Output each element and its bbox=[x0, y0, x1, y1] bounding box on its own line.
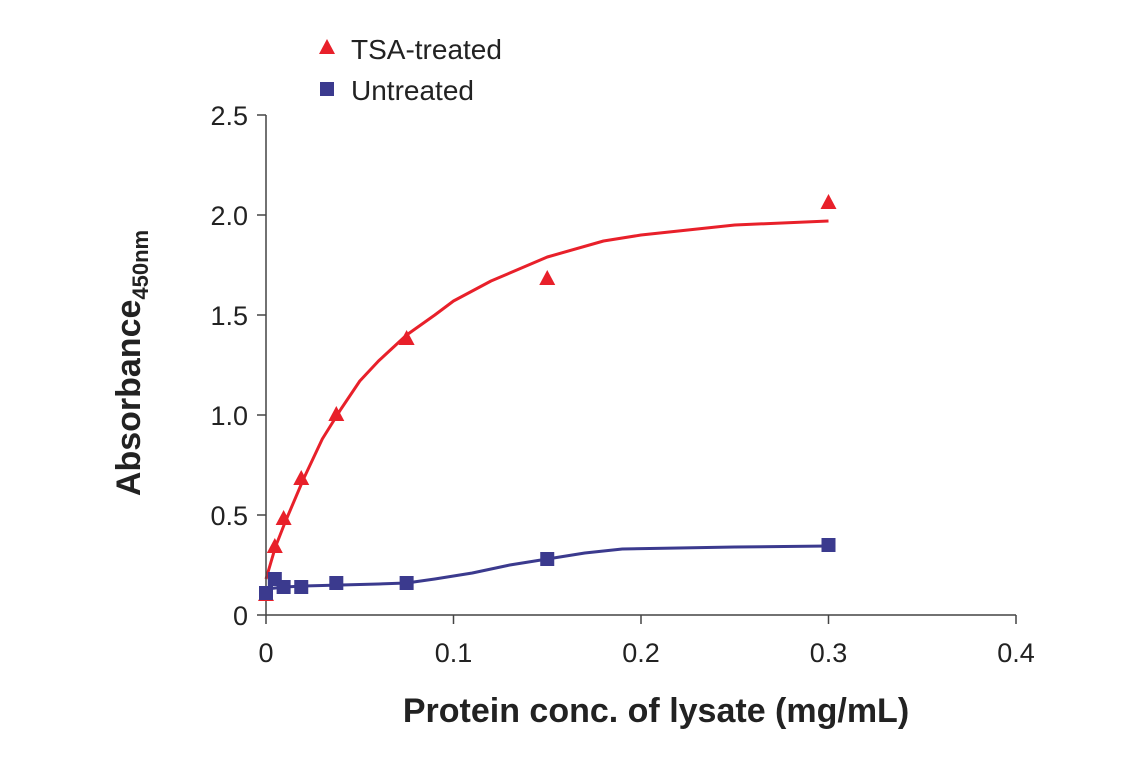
tsa-treated-point bbox=[820, 194, 837, 209]
y-tick-label: 1.0 bbox=[210, 401, 248, 431]
tsa-treated-point bbox=[398, 330, 415, 345]
untreated-point bbox=[821, 538, 836, 552]
x-tick-label: 0.4 bbox=[997, 638, 1035, 668]
untreated-point bbox=[329, 576, 344, 590]
axes bbox=[265, 115, 1016, 616]
legend-marker-triangle bbox=[319, 39, 335, 54]
legend: TSA-treated Untreated bbox=[319, 34, 502, 106]
tsa-treated-point bbox=[539, 270, 556, 285]
y-axis-title-sub: 450nm bbox=[128, 230, 153, 300]
tsa-treated-point bbox=[266, 538, 283, 553]
ticks: 0 0.5 1.0 1.5 2.0 2.5 0 0.1 0.2 0.3 0.4 bbox=[210, 101, 1034, 668]
y-axis-title: Absorbance450nm bbox=[110, 230, 153, 496]
tsa-treated-point bbox=[293, 470, 310, 485]
x-tick-label: 0.2 bbox=[622, 638, 660, 668]
y-tick-label: 2.5 bbox=[210, 101, 248, 131]
y-tick-label: 1.5 bbox=[210, 301, 248, 331]
x-axis-title: Protein conc. of lysate (mg/mL) bbox=[403, 692, 909, 730]
legend-marker-square bbox=[320, 82, 334, 96]
legend-label: TSA-treated bbox=[351, 34, 502, 65]
y-tick-label: 0.5 bbox=[210, 501, 248, 531]
tsa-treated-point bbox=[275, 510, 292, 525]
untreated-point bbox=[259, 586, 273, 600]
x-tick-label: 0.3 bbox=[810, 638, 848, 668]
y-tick-label: 0 bbox=[233, 601, 248, 631]
x-tick-label: 0 bbox=[258, 638, 273, 668]
x-tick-label: 0.1 bbox=[435, 638, 473, 668]
untreated-point bbox=[540, 552, 555, 566]
untreated-point bbox=[399, 576, 414, 590]
fit-curve bbox=[265, 544, 829, 591]
untreated-point bbox=[294, 580, 309, 594]
y-tick-label: 2.0 bbox=[210, 201, 248, 231]
data-markers bbox=[258, 194, 837, 601]
tsa-treated-point bbox=[328, 406, 345, 421]
untreated-point bbox=[276, 580, 291, 594]
legend-label: Untreated bbox=[351, 75, 474, 106]
y-axis-title-main: Absorbance bbox=[110, 300, 148, 497]
